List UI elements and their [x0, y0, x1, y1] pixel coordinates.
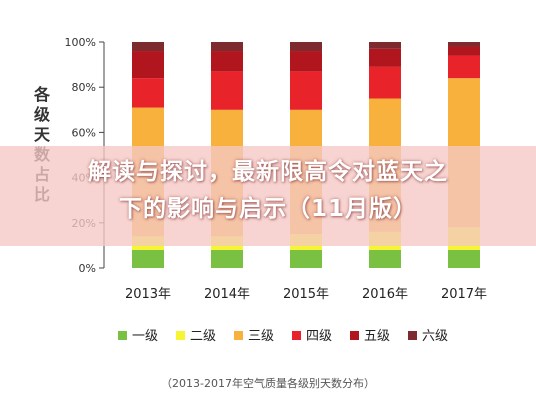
bar-segment — [211, 51, 243, 72]
bar-segment — [369, 42, 401, 49]
overlay-title: 解读与探讨，最新限高令对蓝天之 下的影响与启示（11月版） — [10, 154, 526, 228]
x-tick-label: 2015年 — [283, 287, 329, 302]
bar-segment — [211, 71, 243, 110]
bar-segment — [132, 78, 164, 108]
y-axis-label-char: 各 — [33, 85, 51, 104]
y-axis-label-char: 天 — [34, 125, 51, 144]
bar-segment — [290, 71, 322, 110]
bar-segment — [132, 42, 164, 52]
bar-segment — [290, 51, 322, 72]
legend-swatch — [350, 331, 359, 340]
y-tick-label: 0% — [79, 262, 96, 275]
legend-label: 三级 — [248, 329, 274, 344]
bar-segment — [369, 48, 401, 67]
bar-segment — [369, 249, 401, 268]
bar-segment — [448, 42, 480, 47]
legend-swatch — [118, 331, 127, 340]
legend-label: 二级 — [190, 329, 216, 344]
y-axis-label-char: 级 — [34, 105, 51, 124]
legend-label: 四级 — [306, 329, 332, 344]
x-axis-labels: 2013年 2014年 2015年 2016年 2017年 — [125, 287, 487, 302]
legend-swatch — [292, 331, 301, 340]
bar-segment — [211, 249, 243, 268]
chart-caption: （2013-2017年空气质量各级别天数分布） — [161, 377, 375, 390]
overlay-title-line-1: 解读与探讨，最新限高令对蓝天之 — [88, 159, 448, 185]
bar-segment — [132, 51, 164, 79]
y-tick-label: 80% — [72, 81, 96, 94]
legend-label: 五级 — [364, 329, 390, 344]
x-tick-label: 2017年 — [441, 287, 487, 302]
bar-segment — [448, 249, 480, 268]
overlay-title-line-2: 下的影响与启示（11月版） — [118, 196, 417, 222]
legend-swatch — [234, 331, 243, 340]
x-tick-label: 2013年 — [125, 287, 171, 302]
bar-segment — [369, 66, 401, 99]
bar-segment — [448, 55, 480, 79]
bar-segment — [290, 249, 322, 268]
bar-segment — [132, 249, 164, 268]
y-tick-label: 100% — [65, 36, 96, 49]
legend-swatch — [408, 331, 417, 340]
bar-segment — [211, 42, 243, 52]
x-tick-label: 2016年 — [362, 287, 408, 302]
legend-swatch — [176, 331, 185, 340]
bar-segment — [448, 46, 480, 56]
legend: 一级 二级 三级 四级 五级 六级 — [118, 329, 448, 344]
x-tick-label: 2014年 — [204, 287, 250, 302]
title-overlay-band — [0, 146, 536, 246]
legend-label: 六级 — [422, 329, 448, 344]
bar-segment — [290, 42, 322, 52]
y-tick-label: 60% — [72, 126, 96, 139]
legend-label: 一级 — [132, 329, 158, 344]
